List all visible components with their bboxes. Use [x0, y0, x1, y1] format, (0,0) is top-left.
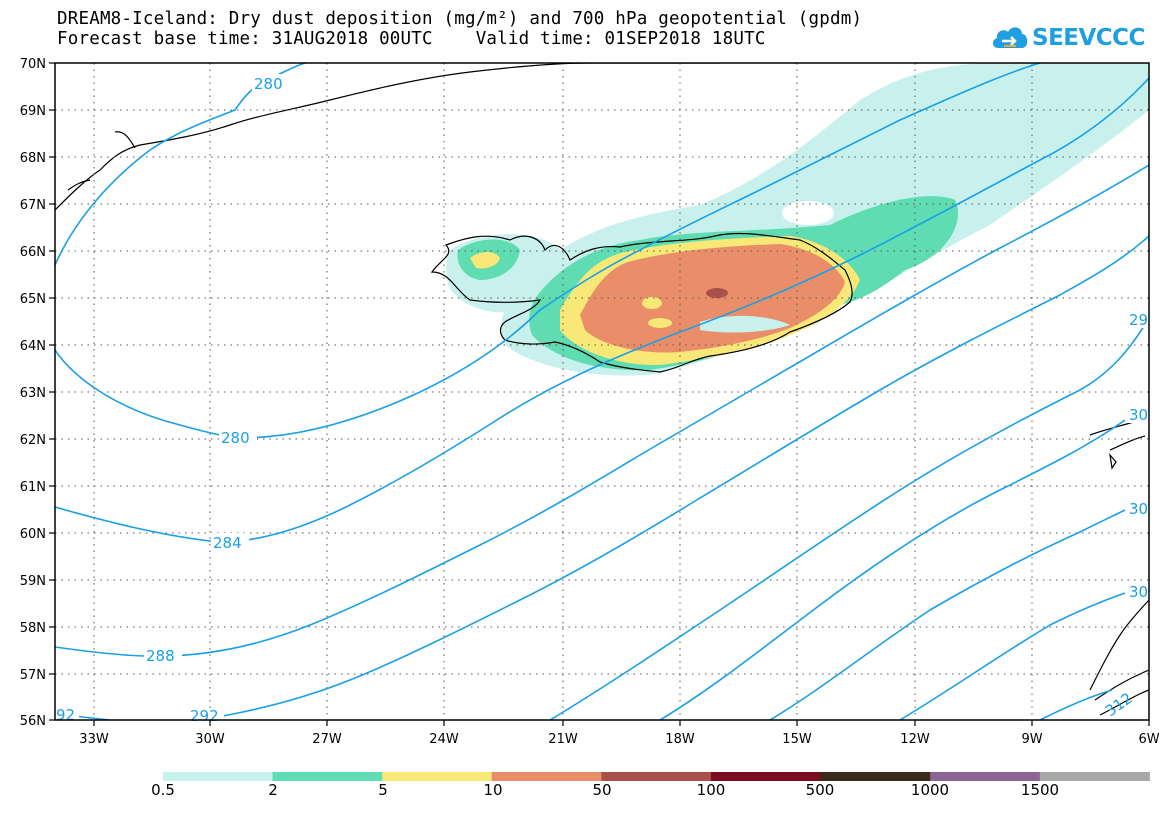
faroe-islands [1109, 453, 1117, 470]
legend-swatch [1039, 772, 1150, 781]
contour-304 [769, 509, 1126, 720]
lon-label: 6W [1138, 732, 1159, 747]
lat-label: 65N [20, 292, 46, 307]
legend-label: 5 [378, 781, 388, 799]
lat-label: 57N [20, 668, 46, 683]
contour-280-south [55, 63, 1041, 439]
dust-clearing-west [655, 150, 790, 200]
gridlines [55, 63, 1149, 720]
lat-label: 68N [20, 151, 46, 166]
contour-280-north [55, 63, 306, 266]
legend-label: 100 [696, 781, 726, 799]
contour-label: 312 [1102, 689, 1136, 720]
dust-brown [706, 288, 728, 298]
lon-label: 30W [195, 732, 225, 747]
legend-label: 2 [268, 781, 278, 799]
dust-orange-clear2 [700, 315, 790, 333]
lat-label: 61N [20, 480, 46, 495]
contour-label: 29 [1129, 311, 1148, 329]
lat-label: 66N [20, 245, 46, 260]
lat-label: 69N [20, 104, 46, 119]
greenland-coast [55, 63, 720, 211]
scotland-coast [1089, 599, 1149, 716]
dust-yellow-west [470, 252, 500, 269]
lon-label: 33W [79, 732, 109, 747]
contour-label: 284 [213, 534, 242, 552]
lat-label: 62N [20, 433, 46, 448]
iceland-coast [430, 232, 853, 373]
dust-orange-clear [642, 297, 662, 309]
legend-label: 1000 [910, 781, 950, 799]
lon-label: 12W [900, 732, 930, 747]
legend-swatch [272, 772, 383, 781]
contour-label: 288 [146, 647, 175, 665]
contour-308 [899, 592, 1126, 720]
legend-swatch [163, 772, 274, 781]
legend-label: 500 [805, 781, 835, 799]
longitude-labels: 33W 30W 27W 24W 21W 18W 15W 12W 9W 6W [79, 732, 1159, 747]
lon-label: 18W [665, 732, 695, 747]
axis-ticks [49, 62, 1150, 726]
contour-296 [549, 317, 1149, 720]
contour-labels: 280 280 284 288 92 292 29 30 30 30 312 [55, 74, 1149, 725]
contour-label: 280 [254, 75, 283, 93]
contour-label: 292 [190, 707, 219, 725]
legend-label: 0.5 [151, 781, 175, 799]
contour-288 [55, 164, 1149, 657]
legend-swatch [491, 772, 602, 781]
legend-swatch [930, 772, 1041, 781]
chart-subtitle: Forecast base time: 31AUG2018 00UTC Vali… [57, 29, 766, 49]
lon-label: 15W [782, 732, 812, 747]
logo-text: SEEVCCC [1032, 25, 1145, 51]
contour-label: 30 [1129, 500, 1148, 518]
lon-label: 21W [548, 732, 578, 747]
contour-312 [1039, 689, 1113, 720]
seevccc-logo: SEEVCCC [990, 20, 1145, 56]
contour-label: 30 [1129, 583, 1148, 601]
lat-label: 56N [20, 714, 46, 729]
dust-clearing [782, 201, 834, 225]
contour-label: 30 [1129, 406, 1148, 424]
legend-swatch [601, 772, 712, 781]
contour-300 [659, 419, 1126, 720]
legend-swatch [711, 772, 822, 781]
color-legend [163, 772, 1150, 781]
cloud-arrow-icon [992, 27, 1028, 48]
lat-label: 67N [20, 198, 46, 213]
lat-label: 64N [20, 339, 46, 354]
contour-label: 92 [56, 706, 75, 724]
chart-title: DREAM8-Iceland: Dry dust deposition (mg/… [57, 9, 863, 29]
legend-swatch [382, 772, 493, 781]
lat-label: 58N [20, 621, 46, 636]
lon-label: 27W [312, 732, 342, 747]
lat-label: 70N [20, 57, 46, 72]
lon-label: 24W [429, 732, 459, 747]
dust-deposition-field [446, 63, 1149, 376]
coastlines [55, 63, 1149, 716]
lat-label: 63N [20, 386, 46, 401]
lon-label: 9W [1021, 732, 1042, 747]
legend-swatch [820, 772, 931, 781]
legend-label: 50 [592, 781, 612, 799]
contour-label: 280 [221, 429, 250, 447]
legend-label: 10 [483, 781, 503, 799]
legend-label: 1500 [1020, 781, 1060, 799]
lat-label: 59N [20, 574, 46, 589]
latitude-labels: 70N 69N 68N 67N 66N 65N 64N 63N 62N 61N … [20, 57, 46, 729]
lat-label: 60N [20, 527, 46, 542]
